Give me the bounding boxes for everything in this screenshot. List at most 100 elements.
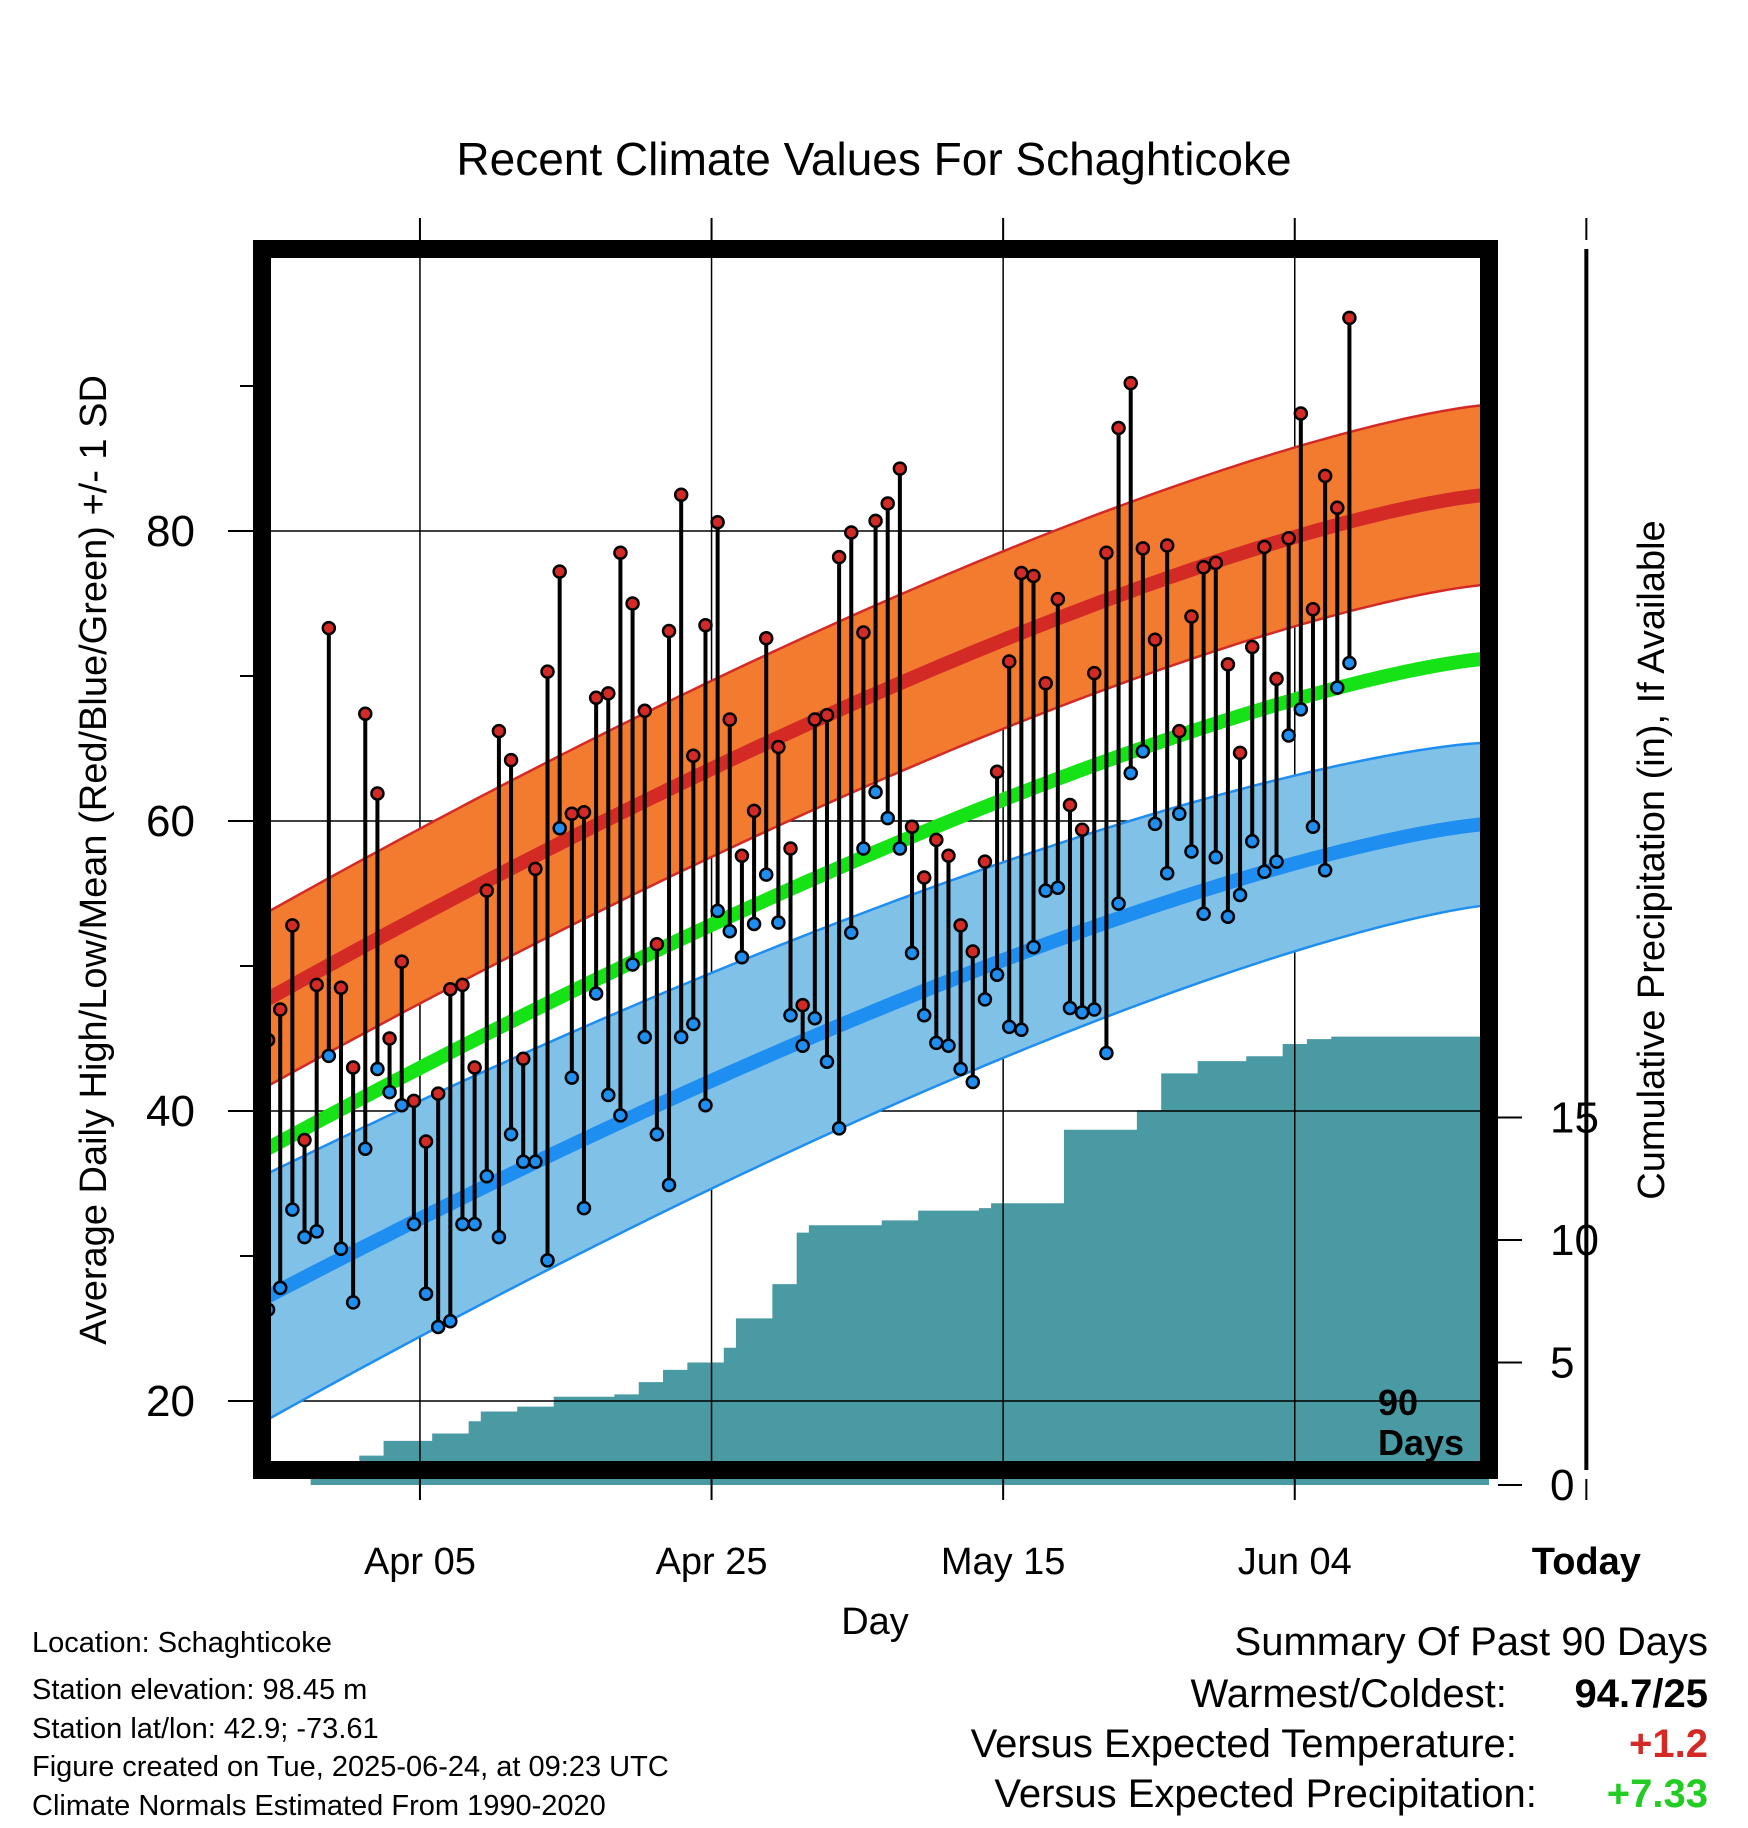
daily-low-point: [601, 1087, 616, 1103]
daily-low-point: [309, 1224, 324, 1239]
daily-low-point: [783, 1008, 798, 1023]
daily-high-point: [1293, 406, 1309, 421]
daily-low-point: [1184, 844, 1199, 859]
summary-title: Summary Of Past 90 Days: [1234, 1620, 1708, 1664]
daily-low-point: [479, 1169, 495, 1184]
daily-high-point: [1220, 657, 1236, 672]
daily-low-point: [1135, 744, 1151, 759]
daily-low-point: [1293, 702, 1309, 717]
daily-low-point: [382, 1084, 397, 1100]
daily-high-point: [710, 515, 725, 530]
daily-high-point: [345, 1060, 361, 1075]
daily-low-point: [1001, 1019, 1017, 1035]
daily-low-point: [528, 1154, 543, 1169]
daily-high-point: [1123, 375, 1138, 391]
temperature-label: Versus Expected Temperature:: [970, 1722, 1517, 1766]
temperature-value: +1.2: [1629, 1722, 1708, 1766]
daily-high-point: [953, 918, 968, 933]
daily-high-point: [1135, 541, 1151, 556]
daily-low-point: [370, 1061, 385, 1077]
daily-high-point: [880, 496, 895, 511]
daily-low-point: [880, 810, 895, 826]
warmest-coldest-label: Warmest/Coldest:: [1190, 1672, 1507, 1716]
daily-low-point: [418, 1286, 434, 1301]
daily-high-point: [1305, 602, 1321, 617]
daily-low-point: [722, 923, 738, 939]
daily-high-point: [1001, 654, 1017, 669]
daily-high-point: [1159, 538, 1175, 553]
daily-high-point: [321, 620, 337, 636]
daily-high-point: [1196, 560, 1211, 575]
daily-high-point: [455, 977, 470, 993]
daily-low-point: [1220, 909, 1236, 924]
daily-high-point: [1087, 665, 1102, 681]
daily-high-point: [965, 944, 981, 959]
daily-high-point: [491, 723, 507, 739]
daily-high-point: [382, 1031, 397, 1046]
daily-low-point: [904, 945, 920, 961]
daily-high-point: [637, 703, 652, 719]
daily-low-point: [285, 1202, 300, 1217]
daily-low-point: [1014, 1022, 1029, 1038]
normal-mean-line: [258, 651, 1490, 1158]
x-axis-label: Day: [841, 1601, 909, 1643]
daily-high-point: [795, 997, 810, 1013]
daily-high-point: [1111, 420, 1126, 436]
daily-high-point: [552, 564, 567, 579]
normals-text: Climate Normals Estimated From 1990-2020: [32, 1790, 606, 1822]
daily-low-point: [953, 1061, 968, 1077]
daily-high-point: [698, 618, 713, 633]
daily-high-point: [443, 981, 458, 997]
daily-low-point: [1172, 806, 1187, 821]
daily-low-point: [491, 1229, 507, 1245]
daily-low-point: [1269, 854, 1284, 869]
daily-high-point: [831, 549, 847, 565]
daily-high-point: [758, 631, 774, 646]
created-text: Figure created on Tue, 2025-06-24, at 09…: [32, 1751, 669, 1783]
daily-low-point: [467, 1216, 482, 1232]
daily-high-point: [686, 748, 701, 763]
daily-high-point: [503, 752, 519, 768]
daily-high-point: [540, 664, 555, 679]
daily-low-point: [929, 1035, 944, 1051]
daily-low-point: [844, 925, 859, 940]
daily-high-point: [892, 461, 908, 476]
daily-high-point: [1281, 531, 1296, 546]
daily-high-point: [1038, 676, 1053, 691]
daily-high-point: [734, 848, 750, 864]
daily-low-point: [1147, 816, 1163, 832]
daily-high-point: [1317, 468, 1333, 484]
daily-high-point: [1050, 591, 1066, 607]
daily-high-point: [722, 712, 738, 727]
y-left-tick-label: 80: [146, 507, 195, 556]
daily-high-point: [844, 525, 859, 540]
warmest-coldest-value: 94.7/25: [1574, 1672, 1708, 1716]
x-tick-label: Apr 05: [364, 1541, 476, 1583]
daily-low-point: [443, 1314, 458, 1329]
daily-low-point: [892, 841, 908, 856]
daily-high-point: [1172, 723, 1187, 739]
y-right-tick-label: 10: [1550, 1216, 1599, 1265]
daily-high-point: [868, 513, 883, 529]
daily-low-point: [1062, 1000, 1078, 1016]
daily-high-point: [370, 786, 385, 801]
axes-layer: 20 40 60 80 0 5 10 15 Apr 05 Apr 25 May 15 Jun 04 To…: [146, 218, 1641, 1583]
daily-low-point: [941, 1038, 956, 1053]
daily-high-point: [309, 977, 324, 993]
daily-low-point: [1208, 850, 1224, 865]
daily-low-point: [1342, 655, 1357, 671]
daily-high-point: [528, 861, 543, 877]
daily-low-point: [321, 1048, 337, 1064]
daily-low-point: [358, 1141, 373, 1156]
precipitation-value: +7.33: [1606, 1772, 1708, 1816]
daily-high-point: [1208, 555, 1224, 571]
daily-low-point: [455, 1216, 470, 1232]
daily-high-point: [916, 870, 932, 885]
precipitation-label: Versus Expected Precipitation:: [994, 1772, 1537, 1816]
daily-high-point: [394, 954, 409, 969]
daily-low-point: [552, 821, 567, 836]
daily-high-point: [1257, 539, 1272, 555]
daily-low-point: [1050, 880, 1066, 895]
normal-low-line: [258, 816, 1490, 1306]
daily-high-point: [613, 545, 628, 560]
